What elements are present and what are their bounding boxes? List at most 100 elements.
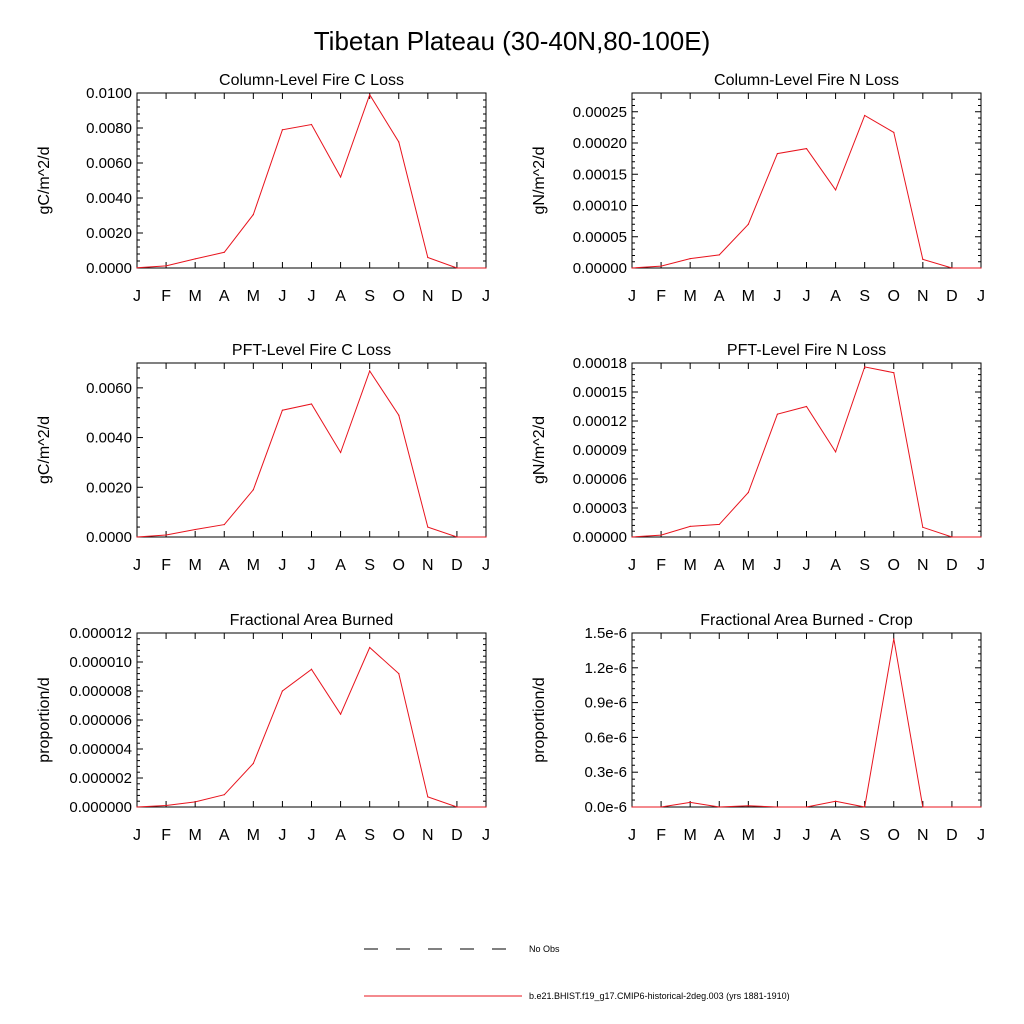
x-tick-label: D: [451, 288, 463, 305]
y-tick-label: 0.00009: [573, 442, 627, 459]
data-point: [398, 673, 400, 675]
x-tick-label: J: [278, 827, 286, 844]
x-tick-label: S: [859, 557, 870, 574]
x-tick-label: O: [393, 557, 405, 574]
x-tick-label: J: [482, 557, 490, 574]
data-point: [427, 256, 429, 259]
x-tick-label: M: [684, 557, 697, 574]
x-tick-label: S: [364, 557, 375, 574]
chart-title: Column-Level Fire C Loss: [219, 72, 404, 89]
x-tick-label: S: [859, 827, 870, 844]
y-tick-label: 0.00005: [573, 229, 627, 246]
x-tick-label: J: [977, 288, 985, 305]
x-tick-label: J: [773, 557, 781, 574]
y-tick-label: 0.00015: [573, 384, 627, 401]
y-tick-label: 0.9e-6: [584, 695, 627, 712]
page-title: Tibetan Plateau (30-40N,80-100E): [314, 26, 711, 56]
y-axis-label: gN/m^2/d: [531, 147, 548, 215]
data-point: [165, 534, 167, 536]
y-tick-label: 0.000010: [69, 654, 132, 671]
y-tick-label: 0.3e-6: [584, 764, 627, 781]
y-axis-label: proportion/d: [531, 677, 548, 762]
x-tick-label: M: [684, 827, 697, 844]
y-axis-label: proportion/d: [36, 677, 53, 762]
x-tick-label: M: [742, 288, 755, 305]
data-point: [893, 131, 895, 133]
data-point: [310, 403, 313, 405]
chart-panel-4: PFT-Level Fire N Loss gN/m^2/d 0.00000 0.00…: [531, 342, 985, 574]
data-point: [689, 801, 691, 803]
data-point: [369, 646, 371, 649]
x-tick-label: A: [830, 557, 841, 574]
legend-model-label: b.e21.BHIST.f19_g17.CMIP6-historical-2de…: [529, 991, 790, 1001]
chart-panel-6: Fractional Area Burned - Crop proportion/…: [531, 612, 985, 844]
x-tick-label: N: [917, 557, 929, 574]
data-point: [805, 405, 808, 408]
chart-title: PFT-Level Fire N Loss: [727, 342, 886, 359]
x-tick-label: F: [161, 827, 171, 844]
chart-panels: Column-Level Fire C Loss gC/m^2/d 0.0000 0.…: [36, 72, 985, 844]
x-tick-label: N: [422, 288, 434, 305]
data-point: [165, 804, 167, 807]
y-tick-label: 0.0100: [86, 85, 132, 102]
data-point: [980, 267, 982, 269]
y-tick-label: 0.00000: [573, 260, 627, 277]
x-tick-label: J: [977, 557, 985, 574]
x-tick-label: F: [656, 827, 666, 844]
legend-obs-label: No Obs: [529, 944, 560, 954]
y-tick-label: 0.0000: [86, 529, 132, 546]
data-point: [136, 267, 138, 269]
x-tick-label: O: [888, 288, 900, 305]
y-tick-label: 0.0080: [86, 120, 132, 137]
y-tick-label: 0.000002: [69, 770, 132, 787]
chart-title: Fractional Area Burned - Crop: [700, 612, 913, 629]
data-point: [485, 536, 487, 538]
x-tick-label: O: [393, 288, 405, 305]
data-point: [194, 258, 196, 260]
data-point: [660, 265, 662, 267]
x-tick-label: A: [714, 557, 725, 574]
chart-title: Column-Level Fire N Loss: [714, 72, 899, 89]
y-tick-label: 0.000012: [69, 625, 132, 642]
data-point: [252, 489, 254, 491]
data-point: [893, 638, 895, 640]
x-tick-label: M: [189, 557, 202, 574]
data-point: [223, 251, 225, 253]
y-tick-label: 0.0020: [86, 479, 132, 496]
data-point: [864, 806, 866, 808]
data-point: [689, 258, 691, 260]
data-point: [718, 254, 720, 256]
x-tick-label: J: [133, 288, 141, 305]
x-tick-label: A: [335, 288, 346, 305]
data-point: [631, 806, 633, 808]
data-point: [398, 414, 400, 416]
data-point: [747, 491, 749, 494]
x-tick-label: J: [803, 288, 811, 305]
y-tick-label: 0.0040: [86, 190, 132, 207]
series-line-model: [632, 638, 981, 808]
data-point: [194, 528, 196, 531]
x-tick-label: A: [830, 288, 841, 305]
y-axis-label: gN/m^2/d: [531, 416, 548, 484]
plot-frame: [136, 632, 487, 808]
data-point: [369, 370, 371, 372]
data-point: [689, 525, 691, 527]
data-point: [951, 536, 953, 538]
series-line-model: [136, 646, 486, 808]
plot-frame: [136, 92, 487, 269]
data-point: [339, 451, 342, 454]
x-tick-label: A: [219, 557, 230, 574]
data-point: [747, 223, 749, 225]
chart-panel-5: Fractional Area Burned proportion/d 0.0000…: [36, 612, 490, 844]
x-tick-label: S: [364, 288, 375, 305]
x-tick-label: J: [773, 827, 781, 844]
data-point: [834, 189, 837, 191]
data-point: [310, 123, 313, 126]
plot-frame: [631, 362, 982, 538]
data-point: [281, 690, 284, 692]
data-point: [252, 762, 254, 765]
data-point: [252, 214, 254, 216]
series-line-model: [136, 369, 486, 538]
y-axis-label: gC/m^2/d: [36, 147, 53, 215]
chart-title: PFT-Level Fire C Loss: [232, 342, 391, 359]
